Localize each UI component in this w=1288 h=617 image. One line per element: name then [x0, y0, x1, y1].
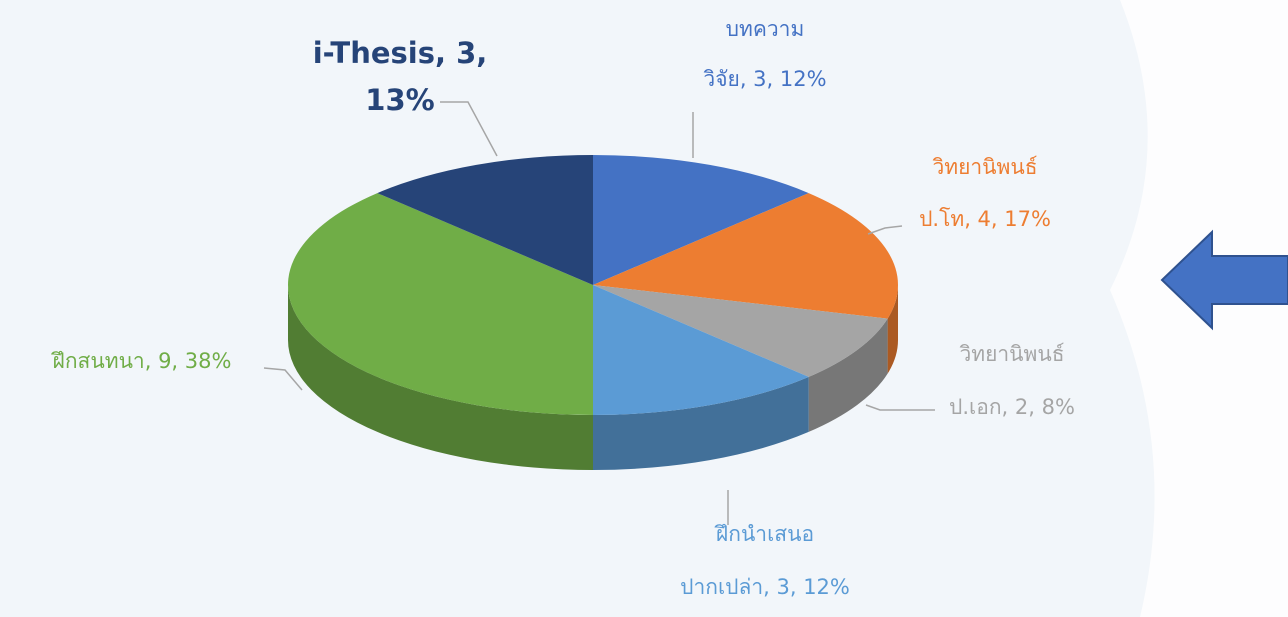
slice [288, 193, 593, 415]
slice-side [288, 285, 593, 470]
data-label: ฝึกสนทนา, 9, 38% [51, 349, 232, 373]
leader-line [263, 367, 303, 391]
slice [593, 193, 898, 319]
data-label: 13% [365, 83, 434, 117]
leader-line [865, 404, 935, 411]
data-label: ป.โท, 4, 17% [919, 207, 1051, 231]
slice [593, 285, 888, 377]
slice [377, 155, 593, 285]
slice [593, 155, 809, 285]
slice-side [887, 285, 898, 374]
data-label: ปากเปล่า, 3, 12% [680, 575, 850, 599]
data-label: ป.เอก, 2, 8% [949, 395, 1075, 419]
arrow [1160, 229, 1288, 331]
data-label: บทความ [726, 17, 805, 41]
data-label: ฝึกนำเสนอ [714, 522, 814, 546]
slice [593, 285, 809, 416]
data-label: วิจัย, 3, 12% [703, 67, 826, 91]
leader-line [867, 225, 903, 235]
data-label: วิทยานิพนธ์ [959, 342, 1064, 366]
data-label: i-Thesis, 3, [313, 36, 488, 70]
slice-side [808, 318, 888, 432]
pie [288, 155, 898, 470]
leader-line [440, 101, 498, 157]
data-label: วิทยานิพนธ์ [932, 155, 1037, 179]
slice-side [593, 376, 809, 470]
